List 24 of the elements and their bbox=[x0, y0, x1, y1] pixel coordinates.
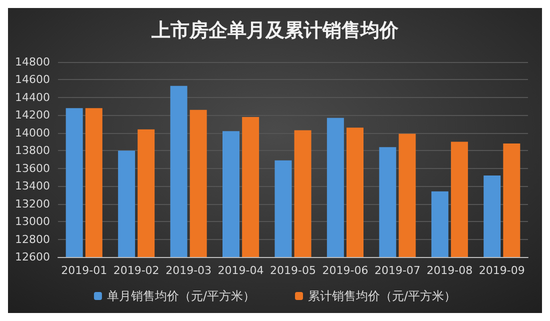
x-tick-label: 2019-03 bbox=[166, 264, 212, 277]
x-tick-label: 2019-07 bbox=[374, 264, 420, 277]
x-tick-label: 2019-08 bbox=[426, 264, 473, 277]
chart-title: 上市房企单月及累计销售均价 bbox=[150, 20, 400, 42]
x-tick-label: 2019-06 bbox=[322, 264, 368, 277]
y-tick-label: 13400 bbox=[15, 180, 50, 193]
y-tick-label: 13000 bbox=[15, 215, 50, 228]
y-tick-label: 12800 bbox=[15, 232, 50, 246]
legend-label: 单月销售均价（元/平方米） bbox=[106, 289, 256, 303]
x-tick-label: 2019-09 bbox=[478, 264, 525, 277]
y-tick-label: 14800 bbox=[15, 56, 50, 68]
x-tick-label: 2019-04 bbox=[218, 264, 264, 277]
y-tick-label: 14600 bbox=[15, 73, 50, 86]
y-tick-label: 13800 bbox=[15, 144, 50, 158]
y-tick-label: 14000 bbox=[15, 126, 50, 140]
x-tick-label: 2019-01 bbox=[61, 264, 108, 277]
x-tick-label: 2019-02 bbox=[113, 264, 160, 277]
y-tick-label: 13600 bbox=[15, 162, 50, 175]
y-tick-label: 14200 bbox=[15, 108, 50, 122]
x-tick-label: 2019-05 bbox=[270, 264, 316, 277]
y-tick-label: 14400 bbox=[15, 90, 50, 104]
legend-label: 累计销售均价（元/平方米） bbox=[308, 289, 456, 303]
y-tick-label: 12600 bbox=[15, 250, 50, 264]
y-tick-label: 13200 bbox=[15, 197, 50, 210]
